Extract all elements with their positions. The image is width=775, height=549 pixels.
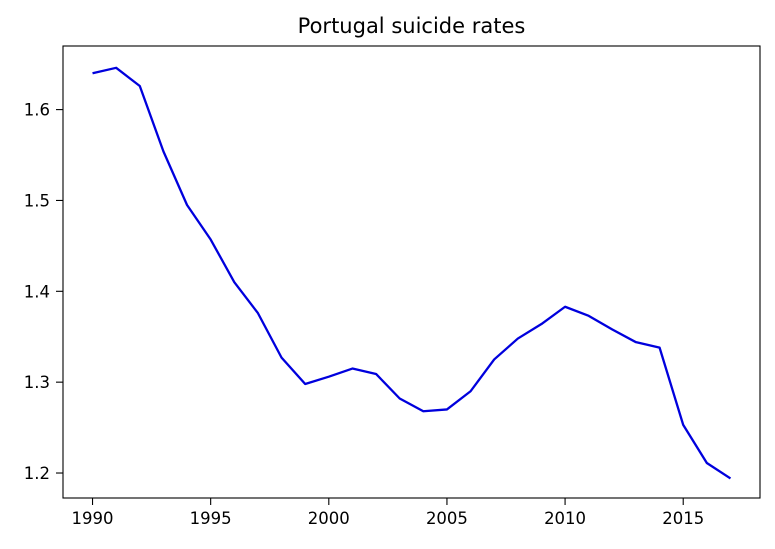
x-tick-label: 1995 (190, 509, 232, 528)
data-point (706, 462, 708, 464)
data-point (139, 85, 141, 87)
data-point (658, 346, 660, 348)
y-axis-ticks: 1.2 1.3 1.4 1.5 1.6 (24, 101, 63, 483)
data-point (375, 373, 377, 375)
data-point (422, 410, 424, 412)
y-tick-label: 1.4 (24, 282, 50, 301)
data-point (351, 367, 353, 369)
data-point (233, 281, 235, 283)
data-point (280, 356, 282, 358)
data-point (398, 397, 400, 399)
series-line (92, 66, 732, 480)
y-tick-label: 1.6 (24, 101, 50, 120)
data-point (115, 67, 117, 69)
data-point (304, 383, 306, 385)
data-point (209, 238, 211, 240)
x-tick-label: 2010 (544, 509, 586, 528)
y-tick-label: 1.2 (24, 464, 50, 483)
y-tick-label: 1.3 (24, 373, 50, 392)
y-tick-label: 1.5 (24, 191, 50, 210)
data-point (682, 424, 684, 426)
data-point (257, 312, 259, 314)
data-point (611, 328, 613, 330)
x-tick-label: 2000 (308, 509, 350, 528)
data-point (564, 306, 566, 308)
data-point (493, 358, 495, 360)
plot-frame (62, 45, 761, 499)
chart-title: Portugal suicide rates (298, 14, 526, 38)
data-point (328, 376, 330, 378)
x-tick-label: 2015 (662, 509, 704, 528)
data-point (469, 390, 471, 392)
data-point (446, 408, 448, 410)
data-point (517, 337, 519, 339)
plot-background (63, 46, 760, 498)
data-point (186, 204, 188, 206)
data-point (91, 72, 93, 74)
data-point (540, 323, 542, 325)
data-point (588, 315, 590, 317)
x-tick-label: 1990 (72, 509, 114, 528)
data-point (635, 341, 637, 343)
x-axis-ticks: 1990 1995 2000 2005 2010 2015 (72, 498, 704, 528)
data-point (162, 150, 164, 152)
x-tick-label: 2005 (426, 509, 468, 528)
data-point (729, 477, 731, 479)
